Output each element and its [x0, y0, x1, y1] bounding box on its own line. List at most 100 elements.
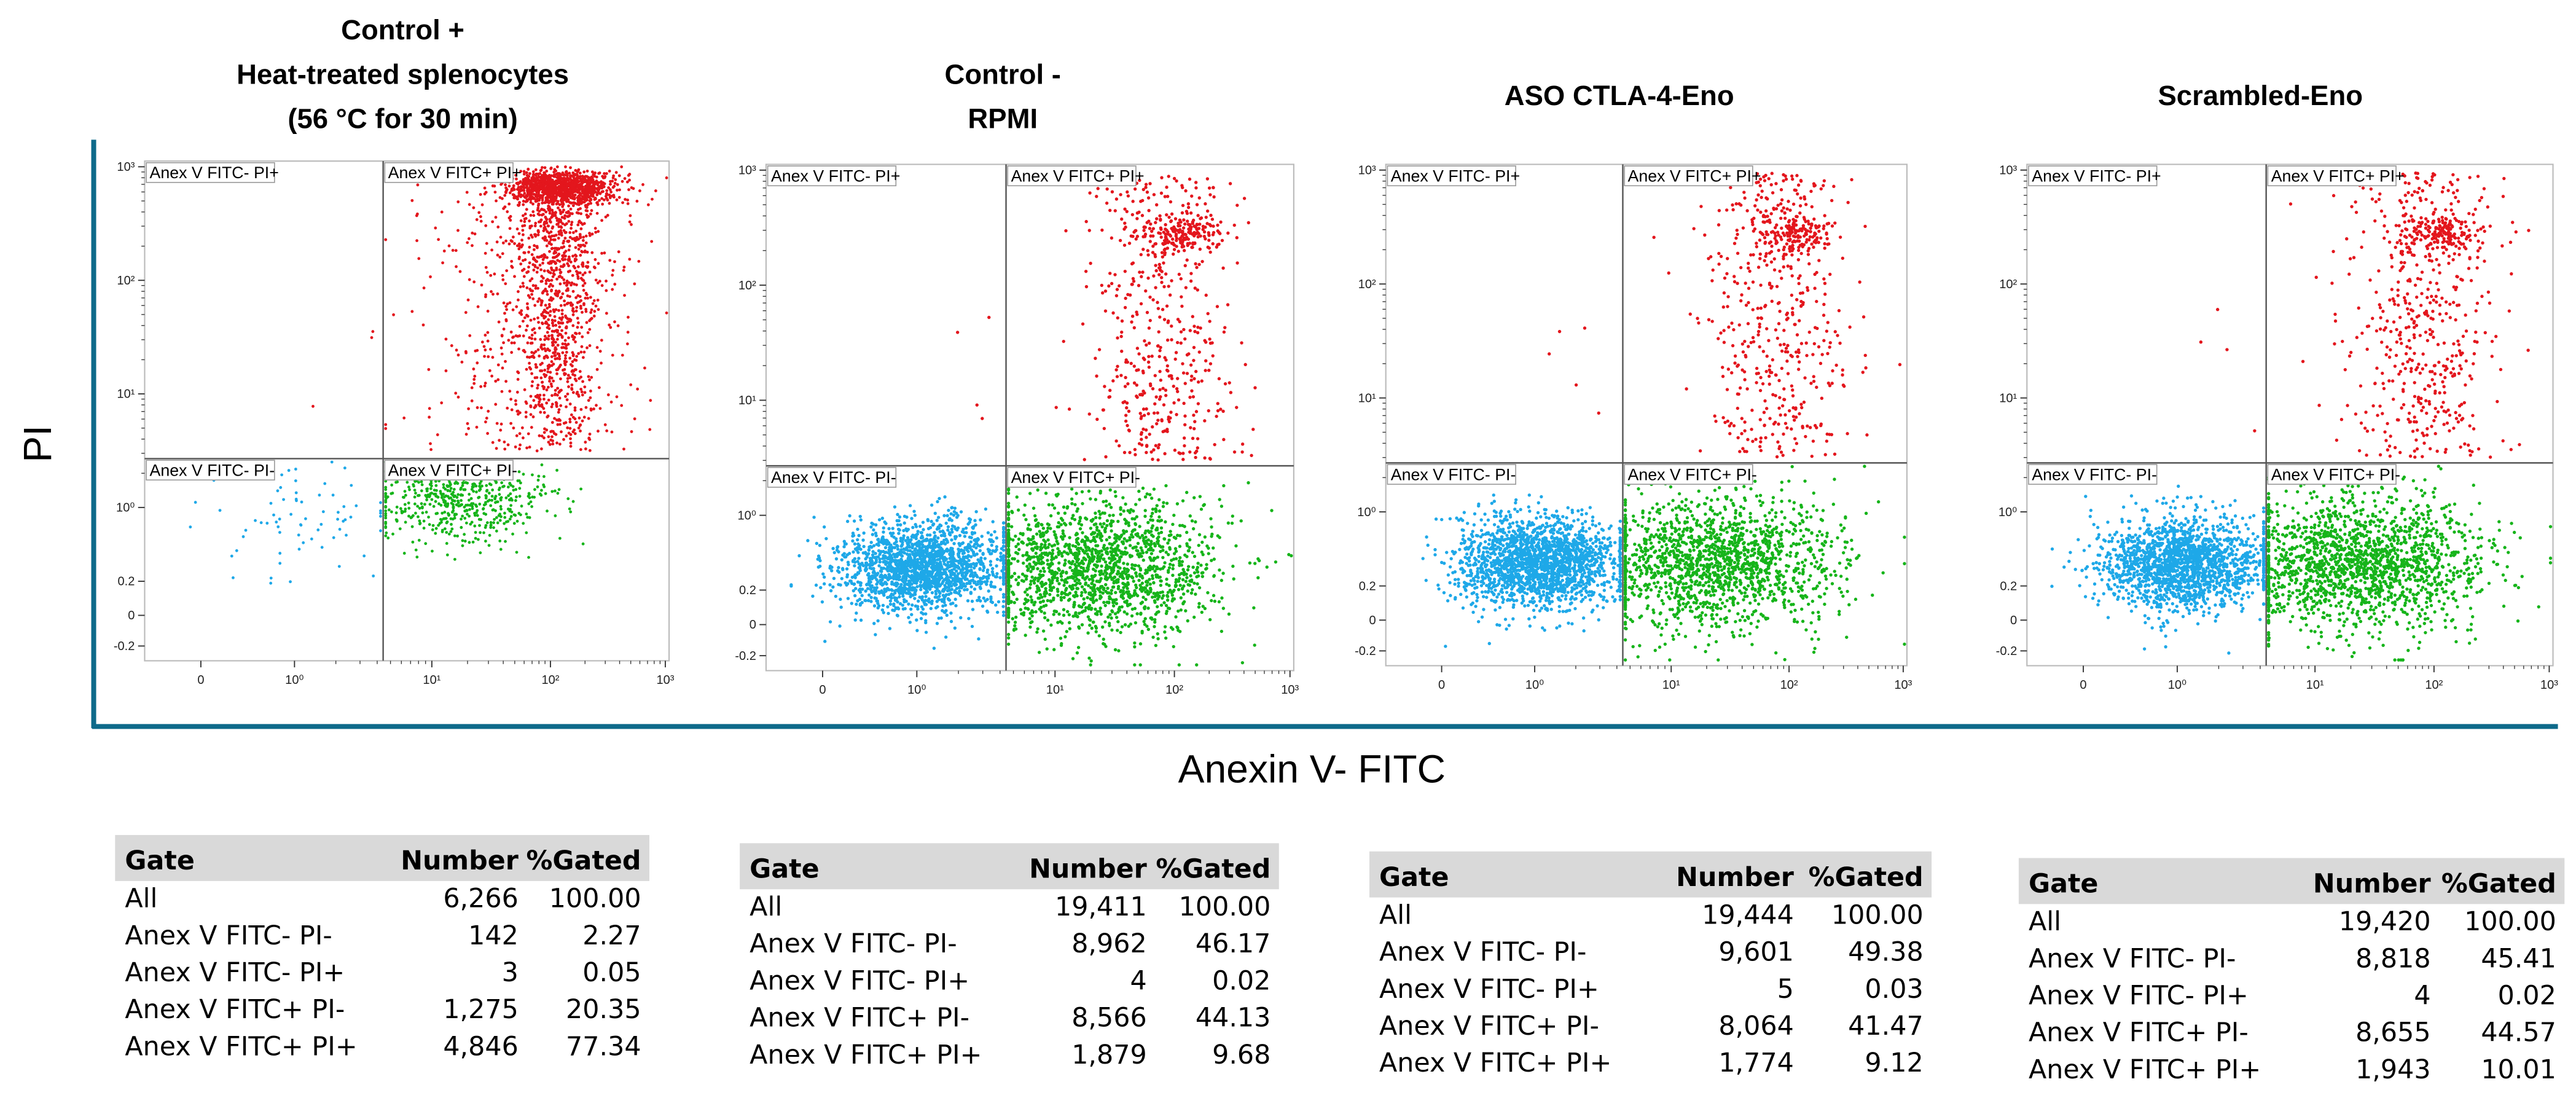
point-annexin-pos-pi-pos [584, 203, 587, 207]
point-annexin-neg-pi-neg [912, 553, 915, 557]
point-annexin-neg-pi-neg [318, 493, 321, 497]
point-annexin-neg-pi-neg [877, 518, 882, 522]
point-annexin-neg-pi-neg [869, 586, 874, 589]
point-annexin-pos-pi-pos [517, 347, 520, 351]
point-annexin-pos-pi-neg [424, 542, 428, 546]
point-annexin-pos-pi-pos [579, 429, 582, 433]
point-annexin-neg-pi-neg [901, 586, 905, 590]
point-annexin-pos-pi-pos [535, 270, 539, 274]
point-annexin-pos-pi-neg [433, 488, 436, 492]
point-annexin-pos-pi-pos [496, 378, 500, 382]
point-annexin-pos-pi-pos [603, 251, 606, 255]
point-annexin-pos-pi-pos [548, 313, 552, 317]
point-annexin-pos-pi-pos [428, 415, 431, 419]
point-annexin-pos-pi-pos [555, 357, 559, 360]
point-annexin-pos-pi-pos [626, 331, 630, 334]
point-annexin-pos-pi-pos [490, 374, 494, 378]
point-annexin-pos-pi-pos [410, 198, 414, 202]
point-annexin-pos-pi-pos [543, 225, 547, 229]
point-annexin-pos-pi-pos [595, 211, 599, 215]
point-annexin-pos-pi-neg [417, 480, 420, 484]
point-annexin-pos-pi-pos [548, 218, 552, 221]
point-annexin-pos-pi-pos [570, 383, 574, 386]
point-annexin-pos-pi-pos [574, 254, 578, 258]
point-annexin-pos-pi-pos [590, 308, 593, 312]
point-annexin-pos-pi-neg [407, 501, 410, 505]
point-annexin-pos-pi-pos [510, 341, 514, 345]
point-annexin-pos-pi-neg [501, 485, 504, 488]
point-annexin-pos-pi-neg [489, 524, 493, 527]
point-annexin-pos-pi-pos [464, 351, 468, 355]
point-annexin-pos-pi-pos [539, 186, 543, 189]
point-annexin-neg-pi-neg [316, 528, 320, 531]
point-annexin-pos-pi-pos [549, 235, 552, 239]
point-annexin-pos-pi-pos [628, 178, 631, 182]
point-annexin-pos-pi-neg [527, 555, 530, 559]
point-annexin-pos-pi-pos [557, 334, 560, 337]
point-annexin-pos-pi-pos [552, 324, 555, 327]
point-annexin-pos-pi-pos [565, 434, 568, 437]
point-annexin-pos-pi-pos [567, 336, 570, 340]
point-annexin-neg-pi-neg [977, 637, 981, 641]
point-annexin-pos-pi-pos [527, 250, 530, 254]
point-annexin-pos-pi-pos [384, 238, 388, 241]
point-annexin-pos-pi-pos [587, 399, 590, 402]
point-annexin-pos-pi-pos [429, 442, 432, 445]
point-annexin-neg-pi-neg [919, 531, 923, 535]
point-annexin-neg-pi-neg [930, 590, 934, 595]
point-annexin-pos-pi-pos [509, 330, 513, 334]
point-annexin-pos-pi-pos [565, 360, 568, 364]
point-annexin-pos-pi-pos [500, 334, 504, 337]
point-annexin-pos-pi-pos [542, 192, 546, 195]
point-annexin-neg-pi-neg [869, 544, 872, 549]
point-annexin-pos-pi-neg [384, 506, 388, 509]
point-annexin-pos-pi-pos [517, 203, 520, 207]
point-annexin-neg-pi-neg [942, 578, 946, 582]
point-annexin-pos-pi-pos [553, 417, 556, 420]
point-annexin-pos-pi-neg [452, 505, 455, 509]
point-annexin-pos-pi-pos [539, 220, 542, 224]
point-annexin-pos-pi-pos [582, 170, 586, 174]
point-annexin-pos-pi-pos [520, 269, 524, 272]
point-annexin-pos-pi-neg [519, 481, 522, 485]
point-annexin-pos-pi-pos [588, 233, 592, 237]
point-annexin-neg-pi-neg [842, 539, 846, 543]
point-annexin-pos-pi-pos [564, 230, 568, 234]
point-annexin-pos-pi-pos [535, 449, 539, 453]
point-annexin-neg-pi-neg [993, 530, 996, 534]
point-annexin-neg-pi-neg [924, 582, 928, 586]
point-annexin-neg-pi-neg [859, 618, 863, 622]
point-annexin-pos-pi-neg [452, 495, 456, 498]
point-annexin-neg-pi-neg [909, 538, 913, 542]
point-annexin-neg-pi-neg [872, 544, 876, 547]
point-annexin-pos-pi-pos [523, 186, 526, 190]
point-annexin-pos-pi-pos [566, 240, 570, 243]
point-annexin-pos-pi-pos [568, 191, 571, 195]
point-annexin-pos-pi-neg [527, 492, 531, 495]
point-annexin-pos-pi-pos [557, 175, 560, 179]
point-annexin-pos-pi-pos [577, 219, 581, 223]
point-annexin-pos-pi-pos [557, 247, 560, 250]
point-annexin-pos-pi-pos [558, 423, 562, 426]
point-annexin-pos-pi-pos [533, 317, 536, 321]
point-annexin-pos-pi-pos [649, 399, 652, 402]
point-annexin-pos-pi-pos [447, 244, 451, 248]
point-annexin-pos-pi-neg [415, 555, 419, 559]
point-annexin-pos-pi-neg [384, 488, 388, 492]
point-annexin-neg-pi-neg [905, 582, 909, 586]
point-annexin-pos-pi-pos [593, 175, 597, 178]
point-annexin-pos-pi-pos [611, 176, 615, 179]
point-annexin-pos-pi-pos [613, 283, 617, 286]
point-annexin-neg-pi-neg [852, 582, 856, 586]
point-annexin-neg-pi-neg [888, 563, 892, 567]
point-annexin-neg-pi-neg [1001, 538, 1006, 542]
table-cell-gate: Anex V FITC+ PI+ [125, 1031, 357, 1062]
point-annexin-neg-pi-neg [254, 519, 257, 522]
point-annexin-pos-pi-pos [545, 337, 549, 340]
point-annexin-neg-pi-neg [932, 646, 936, 650]
point-annexin-pos-pi-pos [583, 271, 587, 275]
point-annexin-pos-pi-pos [552, 379, 555, 383]
point-annexin-neg-pi-neg [816, 557, 820, 561]
point-annexin-neg-pi-neg [942, 610, 946, 614]
point-annexin-pos-pi-pos [577, 199, 581, 203]
